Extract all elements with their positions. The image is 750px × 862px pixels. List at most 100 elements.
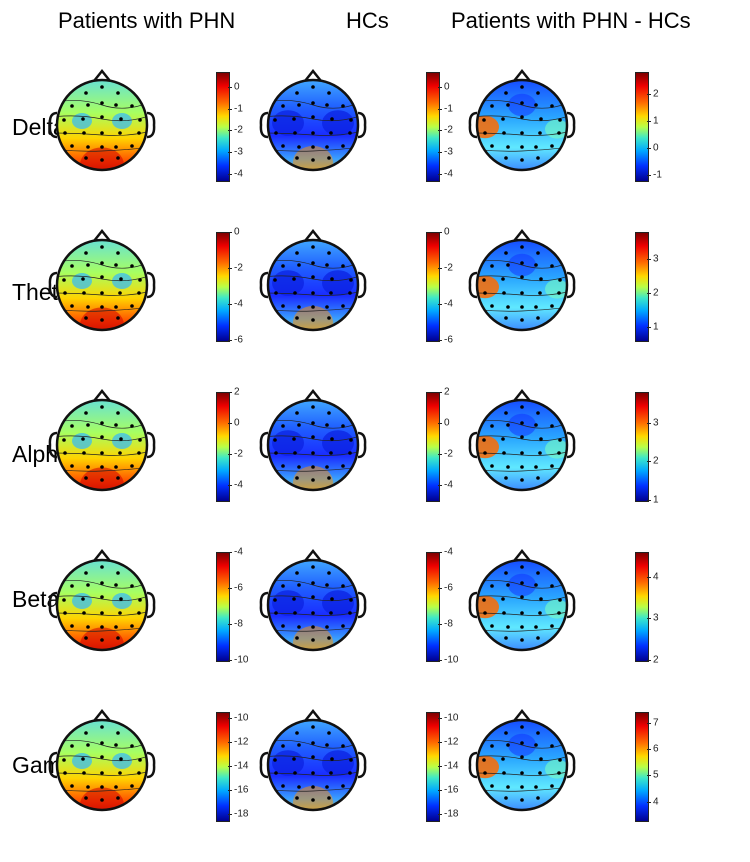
electrode-dot: [114, 103, 118, 107]
topomap-phn: [48, 228, 156, 332]
electrode-dot: [118, 611, 122, 615]
electrode-dot: [81, 597, 85, 601]
electrode-dot: [539, 757, 543, 761]
electrode-dot: [295, 316, 299, 320]
electrode-dot: [81, 277, 85, 281]
electrode-dot: [274, 291, 278, 295]
colorbar-tick-mark: [647, 93, 651, 95]
electrode-dot: [273, 118, 277, 122]
electrode-dot: [116, 411, 120, 415]
electrode-dot: [292, 757, 296, 761]
electrode-dot: [506, 263, 510, 267]
colorbar-tick-label: -1: [653, 169, 662, 181]
electrode-dot: [82, 291, 86, 295]
electrode-dot: [292, 437, 296, 441]
electrode-dot: [295, 571, 299, 575]
colorbar-tick-label: -4: [234, 546, 243, 558]
electrode-dot: [538, 291, 542, 295]
electrode-dot: [536, 251, 540, 255]
electrode-dot: [100, 755, 104, 759]
electrode-dot: [297, 305, 301, 309]
electrode-dot: [502, 611, 506, 615]
colorbar-tick-mark: [438, 814, 442, 815]
electrode-dot: [329, 291, 333, 295]
colorbar-tick-label: 2: [653, 455, 659, 467]
electrode-dot: [84, 91, 88, 95]
electrode-dot: [330, 117, 334, 121]
colorbar-tick-label: -6: [234, 334, 243, 346]
topomap-hc: [259, 708, 367, 812]
electrode-dot: [137, 131, 141, 135]
electrode-dot: [118, 291, 122, 295]
electrode-dot: [520, 741, 524, 745]
colorbar: [426, 232, 440, 342]
colorbar-tick-mark: [438, 552, 442, 553]
electrode-dot: [482, 118, 486, 122]
electrode-dot: [62, 278, 66, 282]
electrode-dot: [327, 571, 331, 575]
electrode-dot: [325, 625, 329, 629]
electrode-dot: [100, 465, 104, 469]
electrode-dot: [520, 101, 524, 105]
electrode-dot: [520, 405, 524, 409]
electrode-dot: [534, 145, 538, 149]
colorbar-tick-label: -18: [234, 808, 249, 820]
electrode-dot: [100, 275, 104, 279]
colorbar-tick-label: -8: [444, 618, 453, 630]
colorbar-tick-mark: [438, 742, 442, 743]
electrode-dot: [341, 624, 345, 628]
electrode-dot: [550, 424, 554, 428]
colorbar-tick-label: -2: [234, 124, 243, 136]
colorbar-tick-mark: [647, 618, 651, 620]
colorbar-tick-label: 0: [444, 226, 450, 238]
electrode-dot: [506, 583, 510, 587]
electrode-dot: [297, 625, 301, 629]
electrode-dot: [330, 757, 334, 761]
electrode-dot: [520, 755, 524, 759]
electrode-dot: [138, 598, 142, 602]
colorbar-tick-mark: [438, 766, 442, 767]
electrode-dot: [536, 91, 540, 95]
electrode-dot: [538, 771, 542, 775]
electrode-dot: [62, 118, 66, 122]
electrode-dot: [520, 115, 524, 119]
electrode-dot: [482, 438, 486, 442]
colorbar: [426, 392, 440, 502]
colorbar-tick-mark: [228, 484, 232, 486]
electrode-dot: [138, 278, 142, 282]
electrode-dot: [311, 131, 315, 135]
electrode-dot: [558, 758, 562, 762]
electrode-dot: [130, 424, 134, 428]
electrode-dot: [550, 304, 554, 308]
topomap-hc: [259, 548, 367, 652]
electrode-dot: [84, 571, 88, 575]
electrode-dot: [550, 104, 554, 108]
electrode-dot: [536, 731, 540, 735]
electrode-dot: [81, 437, 85, 441]
electrode-dot: [520, 478, 524, 482]
topomap-hc: [259, 68, 367, 172]
electrode-dot: [550, 624, 554, 628]
electrode-dot: [490, 304, 494, 308]
colorbar-tick-mark: [228, 718, 232, 719]
colorbar-tick-mark: [438, 130, 442, 132]
colorbar-tick-mark: [438, 340, 442, 341]
electrode-dot: [327, 251, 331, 255]
electrode-dot: [100, 305, 104, 309]
electrode-dot: [501, 277, 505, 281]
electrode-dot: [483, 451, 487, 455]
electrode-dot: [114, 743, 118, 747]
colorbar-tick-label: -6: [234, 582, 243, 594]
electrode-dot: [504, 731, 508, 735]
topomap-diff: [468, 228, 576, 332]
colorbar-tick-label: -16: [444, 784, 459, 796]
colorbar-tick-label: -10: [234, 712, 249, 724]
electrode-dot: [70, 584, 74, 588]
colorbar-tick-mark: [228, 814, 232, 815]
colorbar-tick-mark: [438, 790, 442, 791]
colorbar-tick-label: -2: [444, 448, 453, 460]
electrode-dot: [539, 437, 543, 441]
electrode-dot: [130, 304, 134, 308]
colorbar-tick-mark: [438, 484, 442, 486]
electrode-dot: [557, 611, 561, 615]
